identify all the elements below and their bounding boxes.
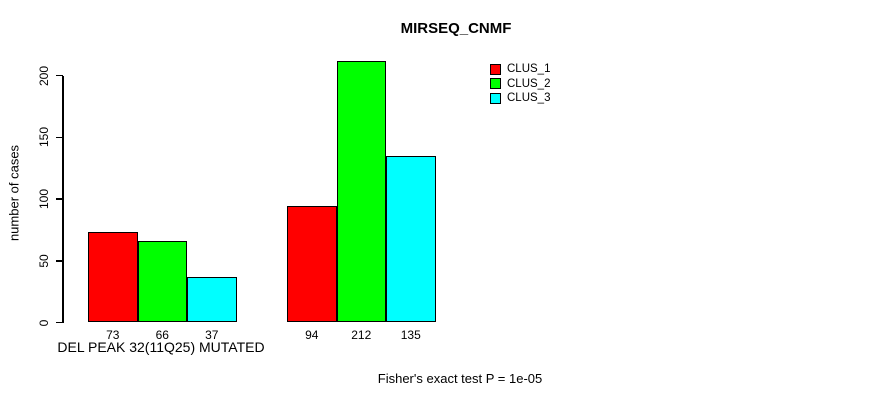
legend-item-clus_2: CLUS_2: [490, 77, 550, 92]
y-tick-label: 150: [37, 127, 51, 148]
y-tick-label: 100: [37, 188, 51, 210]
legend-swatch-clus_2: [490, 78, 501, 90]
legend: CLUS_1 CLUS_2 CLUS_3: [490, 62, 550, 106]
chart-title: MIRSEQ_CNMF: [400, 20, 512, 37]
y-tick-mark: [56, 198, 63, 200]
y-axis-label: number of cases: [6, 144, 22, 242]
y-tick-label: 50: [37, 254, 51, 268]
y-tick-mark: [56, 321, 63, 324]
y-tick-mark: [56, 136, 63, 138]
legend-item-clus_1: CLUS_1: [490, 62, 550, 77]
legend-label: CLUS_2: [507, 77, 551, 90]
bar-clus_3-group1: [187, 276, 237, 323]
bar-clus_2-group1: [137, 240, 187, 323]
bar-value-label: 73: [106, 327, 120, 342]
bar-clus_2-group2: [336, 60, 386, 323]
bar-value-label: 66: [155, 327, 169, 342]
bar-value-label: 94: [305, 327, 319, 342]
bar-clus_1-group2: [287, 206, 337, 323]
bar-value-label: 37: [205, 327, 219, 342]
legend-item-clus_3: CLUS_3: [490, 91, 550, 106]
footnote-fisher-test: Fisher's exact test P = 1e-05: [377, 371, 543, 386]
y-tick-mark: [56, 260, 63, 262]
bar-value-label: 212: [351, 327, 372, 342]
legend-label: CLUS_3: [507, 92, 551, 105]
legend-swatch-clus_3: [490, 92, 501, 104]
y-tick-mark: [56, 74, 63, 77]
y-tick-label: 200: [37, 65, 51, 86]
bar-clus_3-group2: [386, 155, 436, 323]
legend-swatch-clus_1: [490, 63, 501, 75]
bar-value-label: 135: [400, 327, 421, 342]
x-axis-label: DEL PEAK 32(11Q25) MUTATED: [57, 339, 265, 355]
legend-label: CLUS_1: [507, 63, 551, 76]
y-tick-label: 0: [37, 319, 51, 326]
bar-clus_1-group1: [88, 232, 138, 323]
